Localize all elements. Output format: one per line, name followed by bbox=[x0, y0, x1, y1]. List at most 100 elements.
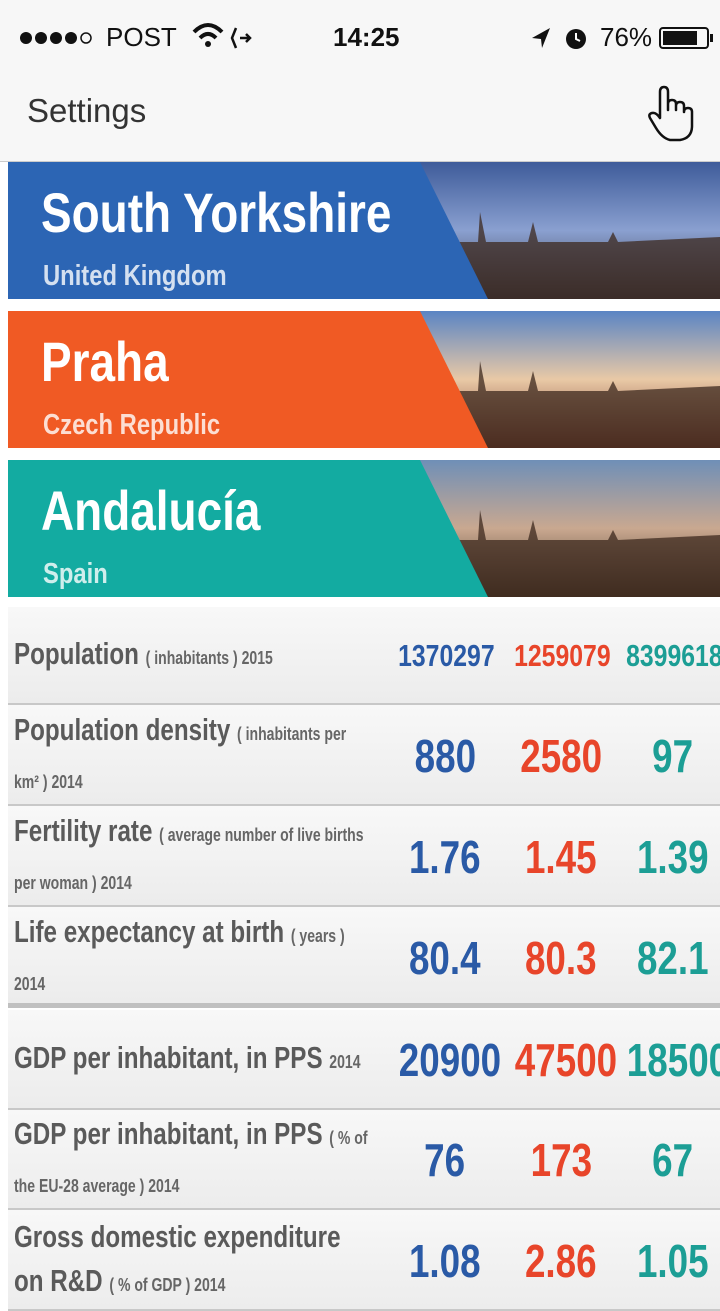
buildings bbox=[458, 212, 720, 299]
label-text: Fertility rate bbox=[14, 812, 153, 848]
navigation-bar: Settings bbox=[0, 70, 720, 162]
label-text: GDP per inhabitant, in PPS bbox=[14, 1040, 323, 1075]
value-text: 173 bbox=[530, 1134, 592, 1186]
stat-value: 1.39 bbox=[614, 830, 720, 884]
buildings bbox=[458, 361, 720, 448]
stat-value: 1370297 bbox=[386, 638, 504, 674]
label-note: ( % of GDP ) 2014 bbox=[109, 1274, 226, 1295]
signal-icon bbox=[20, 32, 92, 44]
label-text: GDP per inhabitant, in PPS bbox=[14, 1116, 323, 1151]
value-text: 47500 bbox=[514, 1034, 618, 1086]
row-label: GDP per inhabitant, in PPS ( % of the EU… bbox=[14, 1112, 369, 1208]
value-text: 82.1 bbox=[637, 931, 709, 984]
stat-value: 1.45 bbox=[502, 830, 620, 884]
banner-band bbox=[8, 460, 488, 597]
stat-value: 173 bbox=[502, 1133, 620, 1187]
value-text: 1370297 bbox=[398, 638, 495, 673]
stats-row: GDP per inhabitant, in PPS 2014 20900 4750… bbox=[8, 1010, 720, 1110]
stat-value: 76 bbox=[386, 1133, 504, 1187]
stat-value: 8399618 bbox=[614, 638, 720, 674]
battery-icon bbox=[659, 27, 713, 49]
location-alarm-icons bbox=[532, 28, 586, 49]
stat-value: 1.05 bbox=[614, 1234, 720, 1288]
value-text: 1.76 bbox=[409, 830, 481, 883]
label-note: ( years ) 2014 bbox=[14, 925, 345, 994]
region-name: Andalucía bbox=[41, 479, 261, 542]
row-label: Population ( inhabitants ) 2015 bbox=[14, 632, 369, 680]
row-label: Life expectancy at birth ( years ) 2014 bbox=[14, 910, 369, 1006]
stats-row: Fertility rate ( average number of live … bbox=[8, 806, 720, 907]
label-text: Life expectancy at birth bbox=[14, 913, 285, 949]
value-text: 1.05 bbox=[637, 1234, 709, 1287]
region-country: United Kingdom bbox=[43, 260, 227, 292]
region-banner[interactable]: Praha Czech Republic bbox=[8, 311, 720, 448]
value-text: 1.45 bbox=[525, 830, 597, 883]
stat-value: 2.86 bbox=[502, 1234, 620, 1288]
value-text: 1.39 bbox=[637, 830, 709, 883]
stats-row: Population density ( inhabitants per km²… bbox=[8, 705, 720, 806]
value-text: 67 bbox=[652, 1134, 694, 1186]
region-country: Spain bbox=[43, 558, 108, 590]
banner-art bbox=[8, 460, 720, 597]
battery-level: 76% bbox=[600, 22, 653, 52]
settings-button[interactable]: Settings bbox=[27, 92, 147, 129]
label-text: Gross domestic expenditure on R&D bbox=[14, 1218, 341, 1298]
value-text: 20900 bbox=[398, 1034, 502, 1086]
stats-row: Gross domestic expenditure on R&D ( % of… bbox=[8, 1210, 720, 1311]
label-text: Population bbox=[14, 636, 139, 671]
region-country: Czech Republic bbox=[43, 409, 221, 441]
stat-value: 2580 bbox=[502, 729, 620, 783]
label-note: ( inhabitants ) 2015 bbox=[145, 648, 273, 668]
banner-art bbox=[8, 311, 720, 448]
stat-value: 47500 bbox=[502, 1033, 620, 1087]
value-text: 2.86 bbox=[525, 1234, 597, 1287]
stat-value: 1.08 bbox=[386, 1234, 504, 1288]
value-text: 1.08 bbox=[409, 1234, 481, 1287]
value-text: 97 bbox=[652, 729, 694, 782]
label-note: ( inhabitants per km² ) 2014 bbox=[14, 723, 347, 792]
stat-value: 80.3 bbox=[502, 931, 620, 985]
status-bar: POST 14:25 76% bbox=[0, 0, 720, 70]
banner-band bbox=[8, 162, 488, 299]
region-name: South Yorkshire bbox=[41, 181, 392, 244]
stat-value: 880 bbox=[386, 729, 504, 783]
row-label: Gross domestic expenditure on R&D ( % of… bbox=[14, 1215, 369, 1307]
value-text: 80.4 bbox=[409, 931, 481, 984]
label-text: Population density bbox=[14, 711, 231, 747]
row-label: Population density ( inhabitants per km²… bbox=[14, 708, 369, 804]
stat-value: 20900 bbox=[386, 1033, 504, 1087]
label-note: 2014 bbox=[329, 1052, 361, 1072]
stats-row: Population ( inhabitants ) 2015 1370297 12… bbox=[8, 607, 720, 705]
value-text: 18500 bbox=[626, 1034, 720, 1086]
value-text: 2580 bbox=[520, 729, 602, 782]
banner-art bbox=[8, 162, 720, 299]
stat-value: 18500 bbox=[614, 1033, 720, 1087]
hand-icon[interactable] bbox=[642, 84, 702, 144]
stat-value: 1259079 bbox=[502, 638, 620, 674]
value-text: 880 bbox=[414, 729, 476, 782]
label-note: ( average number of live births per woma… bbox=[14, 824, 364, 893]
stat-value: 80.4 bbox=[386, 931, 504, 985]
value-text: 76 bbox=[424, 1134, 466, 1186]
stat-value: 97 bbox=[614, 729, 720, 783]
row-label: Fertility rate ( average number of live … bbox=[14, 809, 369, 905]
stat-value: 67 bbox=[614, 1133, 720, 1187]
value-text: 80.3 bbox=[525, 931, 597, 984]
stat-value: 82.1 bbox=[614, 931, 720, 985]
label-note: ( % of the EU-28 average ) 2014 bbox=[14, 1128, 368, 1196]
carrier: POST bbox=[106, 22, 177, 52]
row-label: GDP per inhabitant, in PPS 2014 bbox=[14, 1036, 369, 1084]
region-banner[interactable]: Andalucía Spain bbox=[8, 460, 720, 597]
stat-value: 1.76 bbox=[386, 830, 504, 884]
value-text: 8399618 bbox=[626, 638, 720, 673]
stats-row: GDP per inhabitant, in PPS ( % of the EU… bbox=[8, 1110, 720, 1210]
stats-row: Life expectancy at birth ( years ) 2014 8… bbox=[8, 907, 720, 1008]
wifi-icon bbox=[192, 23, 252, 49]
time: 14:25 bbox=[333, 22, 400, 52]
region-name: Praha bbox=[41, 330, 169, 393]
region-banner[interactable]: South Yorkshire United Kingdom bbox=[8, 162, 720, 299]
banner-band bbox=[8, 311, 488, 448]
value-text: 1259079 bbox=[514, 638, 611, 673]
buildings bbox=[458, 510, 720, 597]
